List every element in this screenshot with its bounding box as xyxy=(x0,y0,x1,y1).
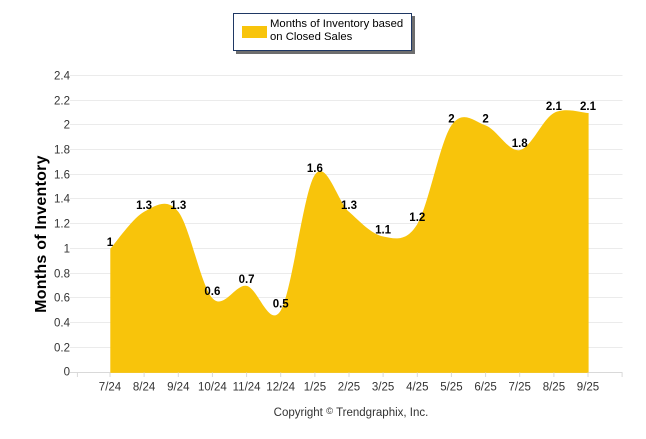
svg-text:2.1: 2.1 xyxy=(546,101,563,113)
svg-text:0: 0 xyxy=(64,367,70,379)
svg-text:1.2: 1.2 xyxy=(54,219,70,231)
svg-text:5/25: 5/25 xyxy=(440,381,462,393)
svg-text:0.5: 0.5 xyxy=(273,299,290,311)
svg-text:7/24: 7/24 xyxy=(99,381,122,393)
svg-text:6/25: 6/25 xyxy=(474,381,496,393)
svg-text:1.8: 1.8 xyxy=(512,138,529,150)
svg-text:2.1: 2.1 xyxy=(580,101,597,113)
svg-text:1.3: 1.3 xyxy=(341,200,357,212)
svg-text:0.6: 0.6 xyxy=(204,286,220,298)
svg-text:9/24: 9/24 xyxy=(167,381,190,393)
svg-text:1.3: 1.3 xyxy=(170,200,186,212)
svg-text:1.4: 1.4 xyxy=(54,194,71,206)
svg-text:3/25: 3/25 xyxy=(372,381,394,393)
svg-text:2.4: 2.4 xyxy=(54,71,71,83)
svg-text:1/25: 1/25 xyxy=(304,381,326,393)
svg-text:0.2: 0.2 xyxy=(54,343,70,355)
svg-text:2/25: 2/25 xyxy=(338,381,360,393)
svg-text:1: 1 xyxy=(107,237,114,249)
svg-text:9/25: 9/25 xyxy=(577,381,599,393)
svg-text:8/25: 8/25 xyxy=(543,381,565,393)
svg-text:2: 2 xyxy=(448,113,454,125)
svg-text:11/24: 11/24 xyxy=(233,381,262,393)
svg-text:2.2: 2.2 xyxy=(54,96,70,108)
svg-text:0.4: 0.4 xyxy=(54,318,71,330)
svg-text:1.1: 1.1 xyxy=(375,225,392,237)
svg-text:1.6: 1.6 xyxy=(54,170,70,182)
svg-text:2: 2 xyxy=(64,120,70,132)
svg-text:7/25: 7/25 xyxy=(509,381,531,393)
svg-text:8/24: 8/24 xyxy=(133,381,156,393)
svg-text:0.6: 0.6 xyxy=(54,293,70,305)
svg-text:1: 1 xyxy=(64,244,70,256)
svg-text:2: 2 xyxy=(482,113,488,125)
svg-text:1.3: 1.3 xyxy=(136,200,152,212)
svg-text:1.6: 1.6 xyxy=(307,163,323,175)
svg-text:10/24: 10/24 xyxy=(198,381,227,393)
svg-text:1.2: 1.2 xyxy=(409,212,425,224)
svg-text:12/24: 12/24 xyxy=(266,381,295,393)
svg-text:4/25: 4/25 xyxy=(406,381,428,393)
svg-text:0.7: 0.7 xyxy=(239,274,255,286)
svg-text:1.8: 1.8 xyxy=(54,145,70,157)
svg-text:0.8: 0.8 xyxy=(54,269,70,281)
